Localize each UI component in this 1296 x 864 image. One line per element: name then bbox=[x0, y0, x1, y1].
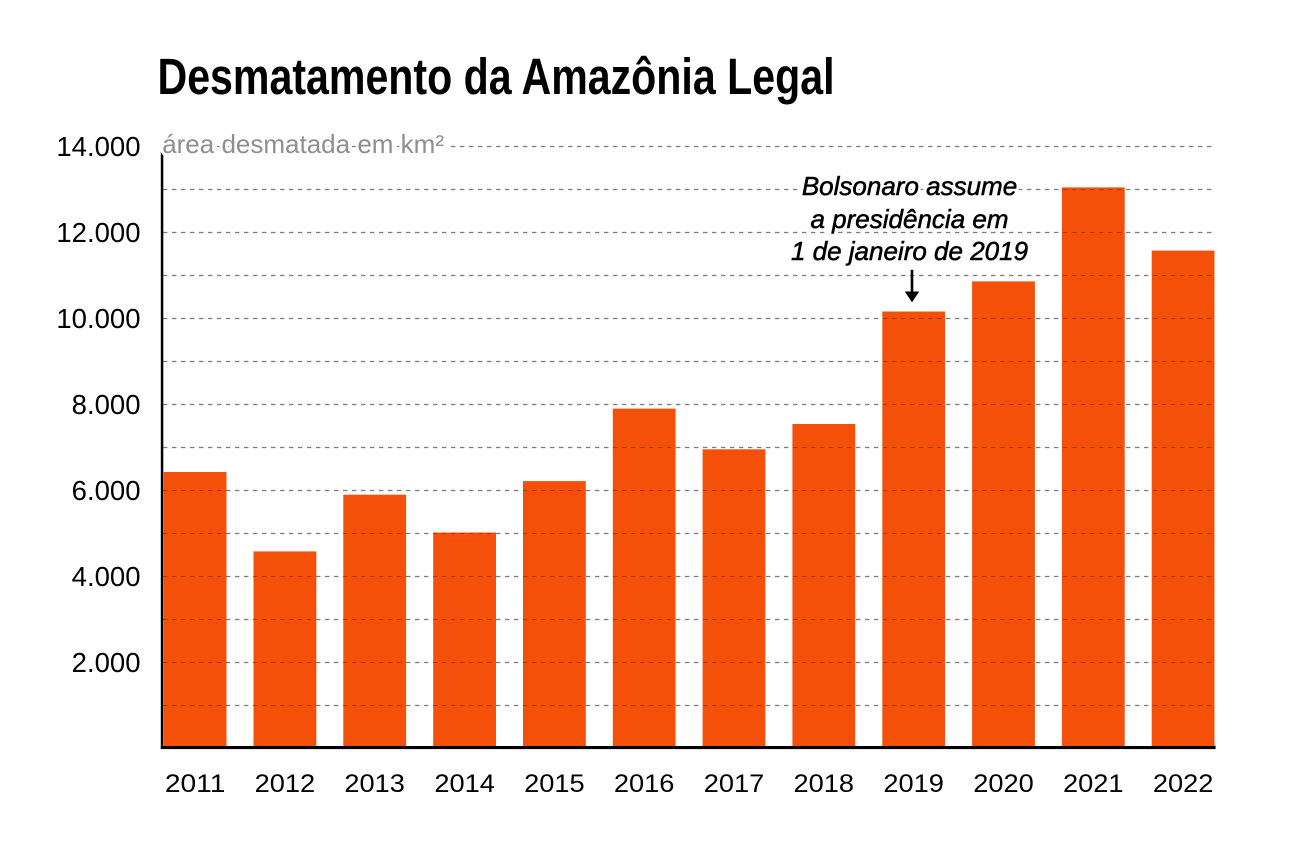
svg-text:6.000: 6.000 bbox=[72, 475, 141, 506]
svg-text:2021: 2021 bbox=[1063, 771, 1124, 798]
svg-text:4.000: 4.000 bbox=[72, 561, 141, 592]
svg-text:2022: 2022 bbox=[1153, 771, 1214, 798]
svg-text:Desmatamento da Amazônia Legal: Desmatamento da Amazônia Legal bbox=[158, 48, 835, 105]
svg-text:2.000: 2.000 bbox=[72, 647, 141, 678]
svg-text:2018: 2018 bbox=[794, 771, 855, 798]
svg-text:Bolsonaro assume: Bolsonaro assume bbox=[802, 171, 1017, 201]
svg-text:2011: 2011 bbox=[165, 771, 226, 798]
svg-text:2020: 2020 bbox=[973, 771, 1034, 798]
svg-text:a presidência em: a presidência em bbox=[811, 204, 1009, 234]
svg-text:14.000: 14.000 bbox=[56, 131, 140, 162]
svg-text:1 de janeiro de 2019: 1 de janeiro de 2019 bbox=[791, 236, 1028, 266]
svg-text:2014: 2014 bbox=[434, 771, 495, 798]
svg-text:2012: 2012 bbox=[255, 771, 316, 798]
svg-text:Bolsonaro assume: Bolsonaro assume bbox=[802, 171, 1017, 201]
svg-text:8.000: 8.000 bbox=[72, 389, 141, 420]
svg-text:2017: 2017 bbox=[704, 771, 765, 798]
svg-text:a presidência em: a presidência em bbox=[811, 204, 1009, 234]
svg-text:1 de janeiro de 2019: 1 de janeiro de 2019 bbox=[791, 236, 1028, 266]
svg-text:2019: 2019 bbox=[883, 771, 944, 798]
svg-text:10.000: 10.000 bbox=[56, 303, 140, 334]
svg-text:área desmatada em km²: área desmatada em km² bbox=[162, 129, 444, 159]
svg-text:2013: 2013 bbox=[344, 771, 405, 798]
svg-text:2016: 2016 bbox=[614, 771, 675, 798]
svg-text:12.000: 12.000 bbox=[56, 217, 140, 248]
svg-text:2015: 2015 bbox=[524, 771, 585, 798]
